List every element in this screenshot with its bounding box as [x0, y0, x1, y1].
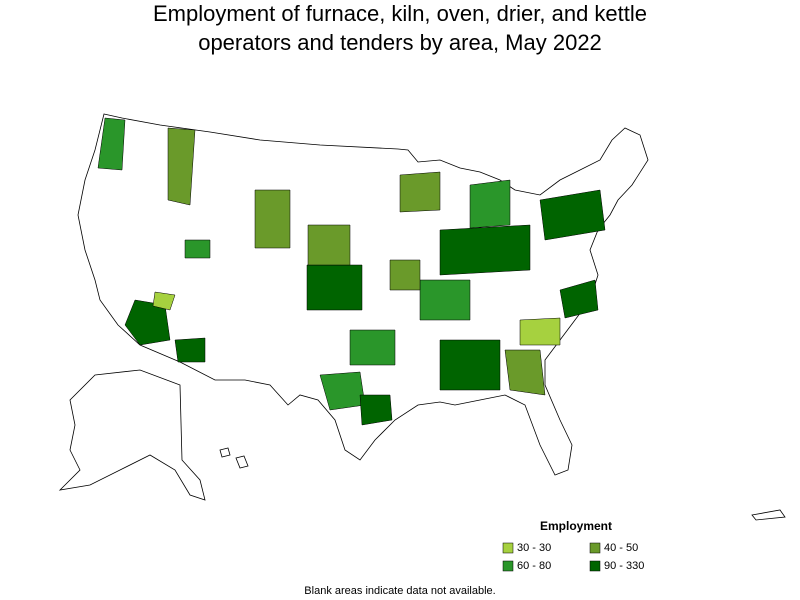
- area: [519, 317, 561, 346]
- legend-swatch: [589, 542, 601, 554]
- legend-title: Employment: [540, 519, 612, 533]
- area: [307, 224, 351, 266]
- legend-label: 30 - 30: [517, 542, 551, 554]
- area: [97, 117, 126, 171]
- area: [504, 349, 546, 396]
- footnote: Blank areas indicate data not available.: [304, 585, 495, 597]
- area: [254, 189, 291, 249]
- hawaii: [235, 455, 249, 469]
- legend-swatch: [589, 560, 601, 572]
- area: [539, 189, 606, 241]
- area: [167, 127, 196, 206]
- hawaii: [219, 447, 231, 458]
- title-line: operators and tenders by area, May 2022: [198, 30, 602, 55]
- area: [469, 179, 511, 229]
- area: [399, 171, 441, 213]
- legend-label: 40 - 50: [604, 542, 638, 554]
- map: [58, 113, 786, 521]
- area: [184, 239, 211, 259]
- legend-swatch: [502, 560, 514, 572]
- puerto-rico: [751, 509, 786, 521]
- legend-label: 90 - 330: [604, 560, 644, 572]
- area: [439, 339, 501, 391]
- legend: 30 - 30 40 - 50 60 - 80 90 - 330: [502, 542, 644, 572]
- area: [389, 259, 421, 291]
- area: [152, 291, 176, 311]
- legend-swatch: [502, 542, 514, 554]
- area: [359, 394, 393, 426]
- title-line: Employment of furnace, kiln, oven, drier…: [153, 1, 647, 26]
- legend-label: 60 - 80: [517, 560, 551, 572]
- area: [174, 337, 206, 363]
- area: [559, 279, 599, 319]
- alaska: [58, 369, 206, 501]
- area: [349, 329, 396, 366]
- area: [419, 279, 471, 321]
- area: [306, 264, 363, 311]
- area: [439, 224, 531, 276]
